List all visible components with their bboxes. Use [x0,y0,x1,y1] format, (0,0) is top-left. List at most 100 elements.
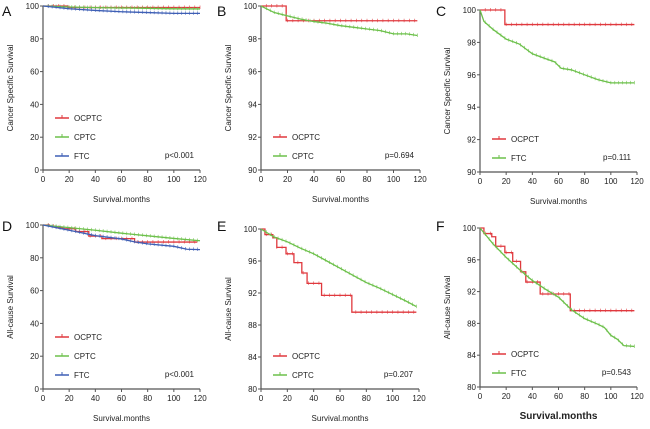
x-tick-label: 20 [65,394,74,403]
x-tick-label: 100 [604,177,618,186]
x-tick-label: 40 [528,177,537,186]
panel-c: C 90 92 94 96 98 100 0 20 40 60 80 100 120 Survival.mo… [436,3,644,206]
x-tick-label: 0 [478,392,483,401]
y-tick-label: 96 [248,68,257,77]
panel-letter: A [2,3,12,19]
x-tick-label: 40 [91,175,100,184]
panel-a: A 0 20 40 60 80 100 0 20 40 60 80 100 120 Survival.mon… [2,2,207,204]
y-tick-label: 80 [30,254,39,263]
y-axis-title: Cancer Specific Survival [224,44,233,131]
panel-letter: B [217,3,226,19]
legend-label: OCPTC [292,352,320,361]
p-value: p=0.543 [602,368,632,377]
x-tick-label: 40 [309,394,318,403]
x-tick-label: 80 [362,394,371,403]
series-line-ocpct [480,9,635,26]
p-value: p<0.001 [165,151,195,160]
x-tick-label: 100 [167,175,181,184]
panel-letter: D [2,218,12,234]
x-tick-label: 20 [283,175,292,184]
series-line-ocptc [480,227,635,312]
x-tick-label: 80 [580,177,589,186]
x-axis-title: Survival.months [530,197,587,206]
x-tick-label: 20 [502,392,511,401]
y-tick-label: 88 [467,319,476,328]
x-tick-label: 60 [554,392,563,401]
y-axis-title: Cancer Specific Survival [443,47,452,134]
p-value: p<0.001 [165,370,195,379]
x-tick-label: 120 [193,175,207,184]
legend-label: FTC [511,369,527,378]
panel-letter: C [436,3,446,19]
panel-letter: E [217,218,226,234]
y-tick-label: 20 [30,133,39,142]
y-tick-label: 94 [467,103,476,112]
y-tick-label: 96 [248,257,257,266]
y-tick-label: 100 [26,221,40,230]
legend-label: OCPTC [74,114,102,123]
y-tick-label: 0 [35,385,40,394]
y-tick-label: 92 [248,133,257,142]
panel-f: F 80 84 88 92 96 100 0 20 40 60 80 100 120 Survival.mo… [436,218,644,422]
y-tick-label: 100 [463,6,477,15]
legend-label: OCPCT [511,135,539,144]
x-tick-label: 120 [412,394,426,403]
y-tick-label: 92 [248,289,257,298]
x-tick-label: 40 [528,392,537,401]
p-value: p=0.207 [384,370,414,379]
x-tick-label: 20 [283,394,292,403]
y-axis-title: All-cause Survival [224,277,233,341]
x-tick-label: 40 [91,394,100,403]
y-tick-label: 92 [467,288,476,297]
series-line-ocptc [261,5,418,22]
x-tick-label: 0 [478,177,483,186]
legend-label: CPTC [74,352,96,361]
panel-e: E 80 84 88 92 96 100 0 20 40 60 80 100 120 Survival.mo… [217,218,426,423]
y-tick-label: 90 [467,168,476,177]
y-tick-label: 60 [30,287,39,296]
y-tick-label: 92 [467,136,476,145]
x-axis-title: Survival.months [93,195,150,204]
panel-letter: F [436,218,445,234]
y-axis-title: All-cause Survival [443,275,452,339]
x-tick-label: 0 [259,175,264,184]
x-tick-label: 100 [386,394,400,403]
y-tick-label: 100 [244,225,258,234]
x-tick-label: 80 [143,394,152,403]
x-axis-title: Survival.months [93,414,150,423]
series-line-ocptc [261,228,417,313]
y-tick-label: 80 [30,35,39,44]
y-tick-label: 100 [244,2,258,11]
x-tick-label: 120 [630,392,644,401]
legend-label: CPTC [292,371,314,380]
y-tick-label: 40 [30,100,39,109]
y-tick-label: 98 [467,38,476,47]
legend-label: FTC [74,152,90,161]
x-tick-label: 100 [387,175,401,184]
y-tick-label: 84 [467,351,476,360]
x-tick-label: 0 [41,175,46,184]
x-tick-label: 120 [413,175,427,184]
x-tick-label: 120 [193,394,207,403]
y-tick-label: 88 [248,321,257,330]
x-tick-label: 80 [363,175,372,184]
y-axis-title: Cancer Specific Survival [6,44,15,131]
legend-label: OCPTC [511,350,539,359]
x-tick-label: 80 [143,175,152,184]
p-value: p=0.111 [603,153,632,162]
y-tick-label: 100 [26,2,40,11]
y-tick-label: 100 [463,224,477,233]
x-axis-title: Survival.months [520,411,598,422]
legend-label: OCPTC [292,133,320,142]
y-tick-label: 80 [248,385,257,394]
panel-b: B 90 92 94 96 98 100 0 20 40 60 80 100 120 Survival.mo… [217,2,427,204]
legend-label: FTC [74,371,90,380]
y-tick-label: 90 [248,166,257,175]
x-tick-label: 80 [580,392,589,401]
y-tick-label: 0 [35,166,40,175]
x-tick-label: 60 [336,175,345,184]
y-tick-label: 80 [467,383,476,392]
y-tick-label: 96 [467,256,476,265]
x-tick-label: 120 [630,177,644,186]
